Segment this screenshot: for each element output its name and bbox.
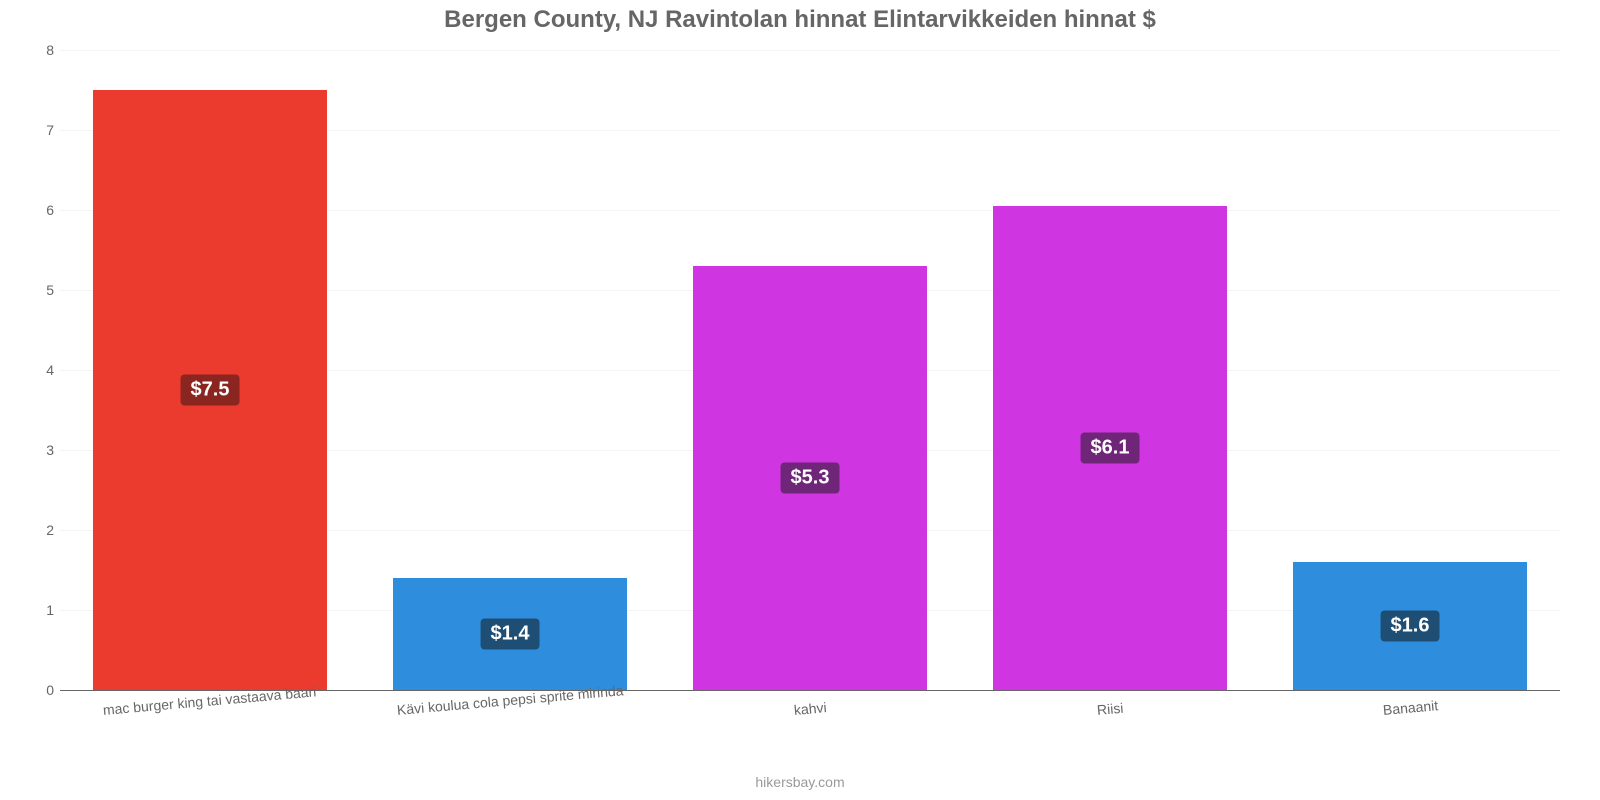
y-tick-label: 1 bbox=[30, 602, 54, 618]
y-tick-label: 3 bbox=[30, 442, 54, 458]
plot-area: 012345678$7.5mac burger king tai vastaav… bbox=[60, 50, 1560, 690]
bar: $1.6 bbox=[1293, 562, 1527, 690]
bar: $1.4 bbox=[393, 578, 627, 690]
grid-line bbox=[60, 50, 1560, 51]
chart-title: Bergen County, NJ Ravintolan hinnat Elin… bbox=[0, 0, 1600, 34]
y-tick-label: 5 bbox=[30, 282, 54, 298]
x-tick-label: kahvi bbox=[793, 699, 827, 718]
bar-value-label: $7.5 bbox=[181, 375, 240, 406]
y-tick-label: 0 bbox=[30, 682, 54, 698]
attribution: hikersbay.com bbox=[755, 774, 844, 790]
y-tick-label: 8 bbox=[30, 42, 54, 58]
y-tick-label: 6 bbox=[30, 202, 54, 218]
y-tick-label: 7 bbox=[30, 122, 54, 138]
bar-value-label: $5.3 bbox=[781, 463, 840, 494]
y-tick-label: 4 bbox=[30, 362, 54, 378]
y-tick-label: 2 bbox=[30, 522, 54, 538]
bar: $5.3 bbox=[693, 266, 927, 690]
bar: $6.1 bbox=[993, 206, 1227, 690]
x-tick-label: Banaanit bbox=[1382, 697, 1438, 718]
bar-value-label: $1.4 bbox=[481, 619, 540, 650]
bar-value-label: $1.6 bbox=[1381, 611, 1440, 642]
bar: $7.5 bbox=[93, 90, 327, 690]
x-tick-label: Riisi bbox=[1096, 700, 1124, 718]
bar-value-label: $6.1 bbox=[1081, 433, 1140, 464]
